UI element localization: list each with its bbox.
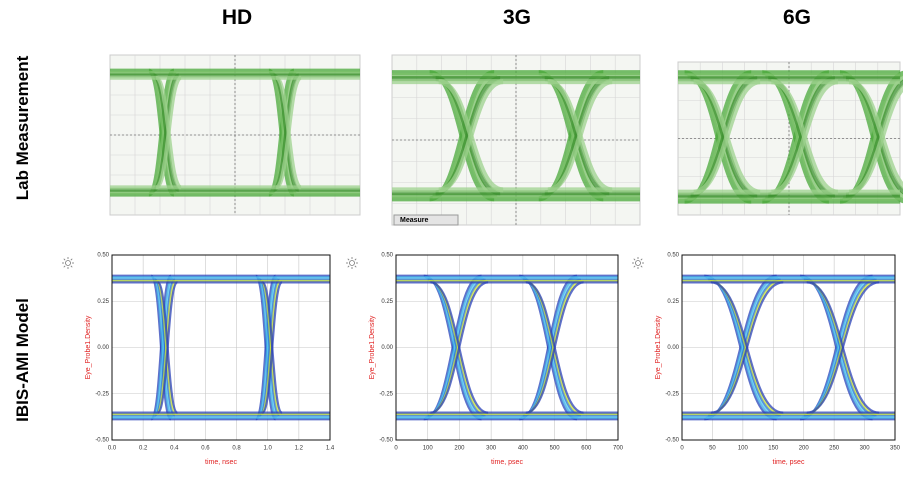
x-tick-label: 0 [680, 446, 684, 452]
scope-screen: Measure [392, 55, 640, 225]
x-tick-label: 0.8 [232, 446, 241, 452]
x-tick-label: 100 [423, 446, 434, 452]
icon [641, 266, 642, 267]
x-tick-label: 350 [890, 446, 901, 452]
icon [71, 259, 72, 260]
y-axis-label: Eye_Probe1.Density [655, 315, 662, 379]
x-tick-label: 150 [768, 446, 779, 452]
y-tick-label: 0.25 [97, 299, 109, 305]
y-tick-label: 0.25 [667, 299, 679, 305]
y-tick-label: -0.25 [95, 391, 109, 397]
icon [636, 261, 641, 266]
y-tick-label: 0.00 [381, 345, 393, 351]
measure-button-label: Measure [400, 217, 429, 224]
x-tick-label: 1.0 [264, 446, 273, 452]
y-tick-label: -0.50 [95, 438, 109, 444]
x-tick-label: 0.2 [139, 446, 148, 452]
x-tick-label: 300 [486, 446, 497, 452]
icon [71, 266, 72, 267]
x-tick-label: 0.4 [170, 446, 179, 452]
icon [64, 259, 65, 260]
x-tick-label: 0.6 [201, 446, 210, 452]
x-tick-label: 50 [709, 446, 716, 452]
lab-eyes: Measure [110, 55, 903, 225]
model-plot: -0.50 -0.25 0.00 0.25 0.50 0 50 100 150 200 250 300… [632, 253, 901, 466]
icon [348, 259, 349, 260]
row-label: IBIS-AMI Model [13, 298, 32, 422]
scope-screen [678, 62, 903, 215]
x-tick-label: 600 [581, 446, 592, 452]
x-tick-label: 300 [860, 446, 871, 452]
y-tick-label: 0.25 [381, 299, 393, 305]
y-tick-label: 0.50 [667, 253, 679, 259]
y-axis-label: Eye_Probe1.Density [85, 315, 92, 379]
y-tick-label: 0.50 [381, 253, 393, 259]
y-tick-label: -0.50 [379, 438, 393, 444]
column-title: 6G [783, 6, 811, 29]
scope-screen [110, 55, 360, 215]
row-label: Lab Measurement [13, 55, 32, 200]
x-tick-label: 1.4 [326, 446, 335, 452]
column-title: HD [222, 6, 252, 29]
x-axis-label: time, nsec [205, 459, 237, 466]
x-tick-label: 100 [738, 446, 749, 452]
x-tick-label: 400 [518, 446, 529, 452]
column-title: 3G [503, 6, 531, 29]
x-axis-label: time, psec [773, 459, 805, 466]
x-tick-label: 700 [613, 446, 624, 452]
model-plot: -0.50 -0.25 0.00 0.25 0.50 0 100 200 300 400 500 60… [346, 253, 624, 466]
y-tick-label: 0.00 [97, 345, 109, 351]
icon [355, 259, 356, 260]
icon [634, 259, 635, 260]
icon [66, 261, 71, 266]
x-tick-label: 500 [550, 446, 561, 452]
icon [634, 266, 635, 267]
x-axis-label: time, psec [491, 459, 523, 466]
y-tick-label: 0.00 [667, 345, 679, 351]
icon [350, 261, 355, 266]
model-plot: -0.50 -0.25 0.00 0.25 0.50 0.0 0.2 0.4 0.6 0.8 1.0… [62, 253, 335, 466]
x-tick-label: 200 [799, 446, 810, 452]
icon [64, 266, 65, 267]
y-tick-label: -0.25 [665, 391, 679, 397]
icon [641, 259, 642, 260]
x-tick-label: 250 [829, 446, 840, 452]
x-tick-label: 0.0 [108, 446, 117, 452]
y-tick-label: -0.50 [665, 438, 679, 444]
x-tick-label: 1.2 [295, 446, 304, 452]
x-tick-label: 200 [454, 446, 465, 452]
y-tick-label: -0.25 [379, 391, 393, 397]
y-tick-label: 0.50 [97, 253, 109, 259]
model-eyes: -0.50 -0.25 0.00 0.25 0.50 0.0 0.2 0.4 0.6 0.8 1.0… [62, 253, 901, 466]
figure: HD 3G 6G Lab Measurement IBIS-AMI Model … [0, 0, 903, 479]
icon [348, 266, 349, 267]
icon [355, 266, 356, 267]
x-tick-label: 0 [394, 446, 398, 452]
y-axis-label: Eye_Probe1.Density [369, 315, 376, 379]
